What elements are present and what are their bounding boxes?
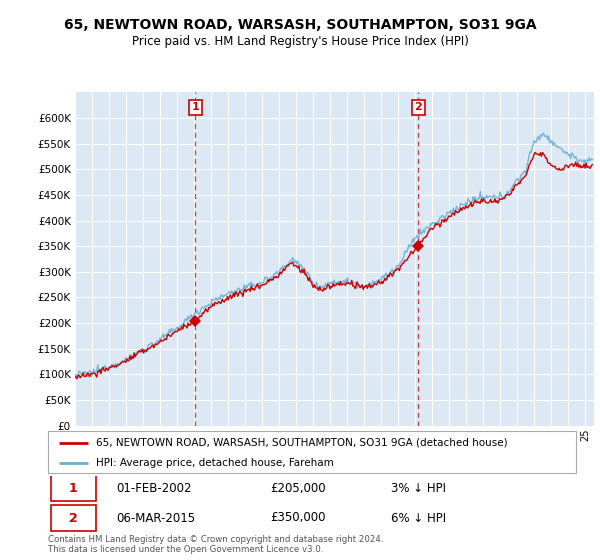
Text: 6% ↓ HPI: 6% ↓ HPI [391,511,446,525]
Text: 06-MAR-2015: 06-MAR-2015 [116,511,196,525]
Text: 2: 2 [415,102,422,113]
Text: £350,000: £350,000 [270,511,325,525]
Text: 1: 1 [191,102,199,113]
Text: 1: 1 [69,482,77,495]
Text: £205,000: £205,000 [270,482,325,495]
Text: 3% ↓ HPI: 3% ↓ HPI [391,482,446,495]
Text: 65, NEWTOWN ROAD, WARSASH, SOUTHAMPTON, SO31 9GA (detached house): 65, NEWTOWN ROAD, WARSASH, SOUTHAMPTON, … [95,438,507,448]
Text: HPI: Average price, detached house, Fareham: HPI: Average price, detached house, Fare… [95,458,333,468]
Text: Contains HM Land Registry data © Crown copyright and database right 2024.
This d: Contains HM Land Registry data © Crown c… [48,535,383,554]
FancyBboxPatch shape [48,431,576,473]
Text: 01-FEB-2002: 01-FEB-2002 [116,482,192,495]
Text: Price paid vs. HM Land Registry's House Price Index (HPI): Price paid vs. HM Land Registry's House … [131,35,469,49]
FancyBboxPatch shape [50,505,95,531]
Text: 2: 2 [69,511,77,525]
FancyBboxPatch shape [50,475,95,502]
Text: 65, NEWTOWN ROAD, WARSASH, SOUTHAMPTON, SO31 9GA: 65, NEWTOWN ROAD, WARSASH, SOUTHAMPTON, … [64,18,536,32]
